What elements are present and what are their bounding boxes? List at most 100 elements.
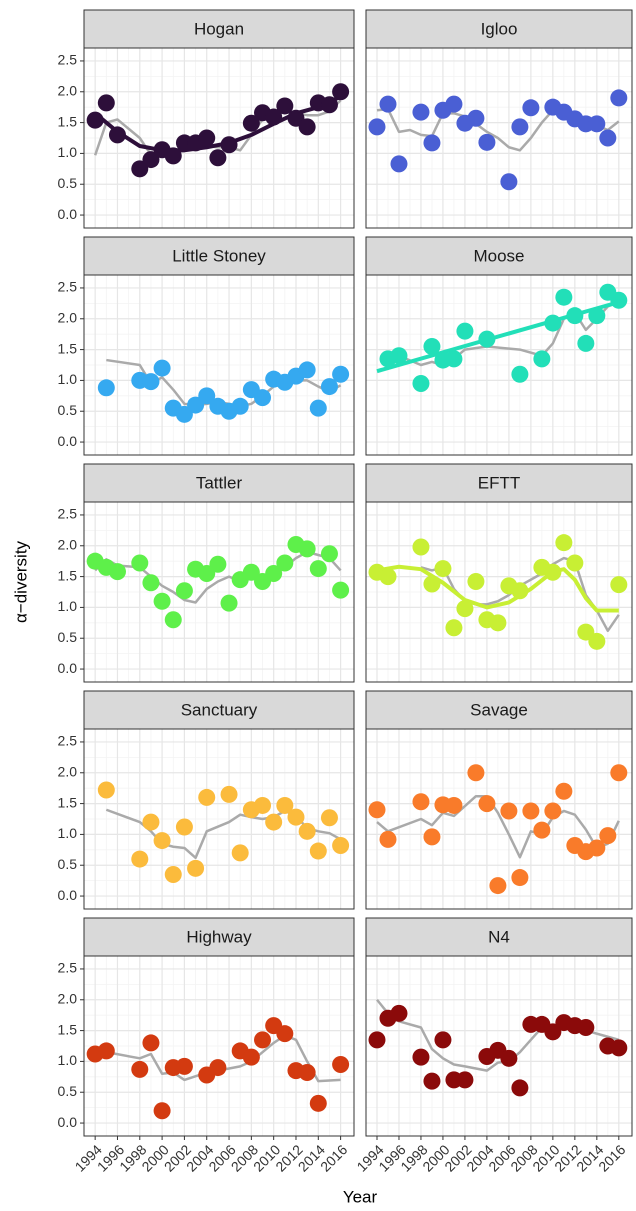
- point: [276, 1025, 294, 1043]
- point: [566, 307, 584, 325]
- point: [332, 837, 350, 855]
- point: [298, 361, 316, 379]
- point: [511, 869, 529, 887]
- point: [164, 865, 182, 883]
- point: [412, 374, 430, 392]
- y-tick-label: 1.0: [58, 371, 78, 387]
- point: [332, 365, 350, 383]
- strip: [83, 917, 355, 957]
- panel: N419941996199820002002200420062008201020…: [353, 917, 633, 1175]
- point: [555, 288, 573, 306]
- point: [220, 785, 238, 803]
- point: [368, 118, 386, 136]
- point: [379, 95, 397, 113]
- point: [544, 314, 562, 332]
- point: [478, 133, 496, 151]
- panel: Moose: [365, 236, 633, 456]
- point: [489, 877, 507, 895]
- strip: [365, 463, 633, 503]
- point: [265, 108, 283, 126]
- point: [445, 350, 463, 368]
- trend-line: [376, 794, 620, 859]
- point: [220, 136, 238, 154]
- point: [298, 1064, 316, 1082]
- point: [577, 1019, 595, 1037]
- trend-line: [94, 1034, 341, 1083]
- y-tick-label: 1.0: [58, 1052, 78, 1068]
- strip: [365, 690, 633, 730]
- y-tick-label: 1.5: [58, 113, 78, 129]
- point: [320, 809, 338, 827]
- point: [276, 796, 294, 814]
- y-tick-label: 1.0: [58, 144, 78, 160]
- point: [456, 1071, 474, 1089]
- point: [478, 795, 496, 813]
- panel: Little Stoney 0.0 0.5 1.0 1.5 2.0 2.5: [58, 236, 355, 456]
- point: [555, 782, 573, 800]
- point: [423, 1072, 441, 1090]
- point: [511, 582, 529, 600]
- point: [320, 378, 338, 396]
- point: [610, 1039, 628, 1057]
- point: [142, 574, 160, 592]
- strip: [83, 236, 355, 276]
- point: [412, 103, 430, 121]
- point: [412, 538, 430, 556]
- strip: [83, 9, 355, 49]
- point: [298, 540, 316, 558]
- y-axis-title: α−diversity: [11, 540, 30, 623]
- point: [220, 594, 238, 612]
- point: [368, 801, 386, 819]
- y-tick-label: 0.0: [58, 1114, 78, 1130]
- point: [298, 822, 316, 840]
- point: [298, 118, 316, 136]
- point: [131, 850, 149, 868]
- trend-line: [387, 300, 620, 367]
- point: [86, 111, 104, 129]
- point: [254, 1031, 272, 1049]
- point: [265, 813, 283, 831]
- y-tick-label: 2.0: [58, 990, 78, 1006]
- point: [423, 828, 441, 846]
- point: [599, 129, 617, 147]
- y-tick-label: 0.0: [58, 433, 78, 449]
- point: [544, 563, 562, 581]
- strip-label: Sanctuary: [181, 700, 258, 719]
- strip-label: Moose: [473, 246, 524, 265]
- point: [456, 600, 474, 618]
- y-tick-label: 0.5: [58, 402, 78, 418]
- point: [276, 97, 294, 115]
- point: [588, 632, 606, 650]
- point: [231, 397, 249, 415]
- point: [320, 96, 338, 114]
- point: [456, 322, 474, 340]
- point: [599, 827, 617, 845]
- strip: [83, 463, 355, 503]
- point: [467, 573, 485, 591]
- panel: EFTT: [365, 463, 633, 683]
- panel: Sanctuary 0.0 0.5 1.0 1.5 2.0 2.5: [58, 690, 355, 910]
- y-tick-label: 2.5: [58, 52, 78, 68]
- point: [423, 575, 441, 593]
- strip: [83, 690, 355, 730]
- point: [522, 802, 540, 820]
- point: [97, 1042, 115, 1060]
- point: [533, 821, 551, 839]
- y-tick-label: 0.0: [58, 887, 78, 903]
- point: [287, 808, 305, 826]
- point: [423, 338, 441, 356]
- y-tick-label: 0.5: [58, 856, 78, 872]
- point: [610, 764, 628, 782]
- y-tick-label: 0.5: [58, 1083, 78, 1099]
- x-axis-title: Year: [343, 1187, 378, 1206]
- point: [142, 813, 160, 831]
- y-tick-label: 0.0: [58, 206, 78, 222]
- panel: Savage: [365, 690, 633, 910]
- point: [242, 1048, 260, 1066]
- point: [588, 839, 606, 857]
- y-tick-label: 1.5: [58, 567, 78, 583]
- point: [108, 126, 126, 144]
- point: [276, 554, 294, 572]
- point: [164, 611, 182, 629]
- point: [265, 565, 283, 583]
